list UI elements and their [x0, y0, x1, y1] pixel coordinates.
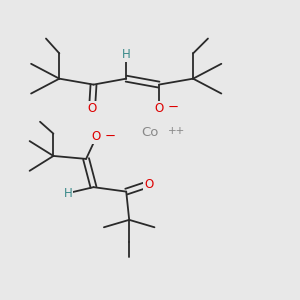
Text: Co: Co [141, 126, 159, 139]
Text: O: O [144, 178, 153, 191]
Text: H: H [64, 187, 73, 200]
Text: ++: ++ [168, 126, 185, 136]
Text: O: O [87, 102, 97, 115]
Text: O: O [92, 130, 101, 143]
Text: H: H [122, 48, 130, 62]
Text: O: O [154, 102, 164, 115]
Text: −: − [167, 101, 178, 114]
Text: −: − [105, 130, 116, 142]
